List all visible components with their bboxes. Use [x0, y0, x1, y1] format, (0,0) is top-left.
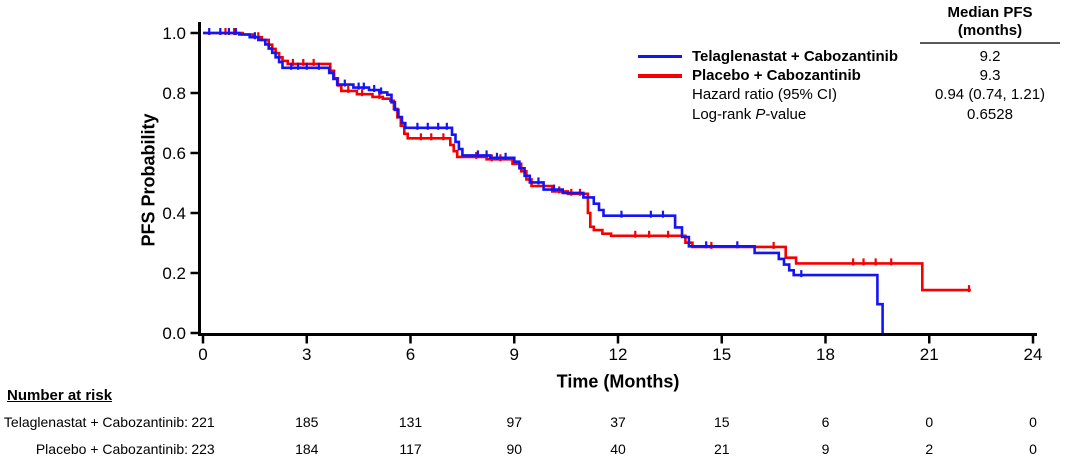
legend: Telaglenastat + Cabozantinib Placebo + C… — [638, 47, 898, 124]
at-risk-row-label-placebo: Placebo + Cabozantinib: — [35, 441, 188, 457]
spacer — [638, 112, 682, 116]
at-risk-count: 97 — [506, 414, 523, 430]
logrank-pvalue-label: Log-rank P-value — [692, 105, 807, 123]
at-risk-count: 131 — [398, 414, 423, 430]
at-risk-count: 40 — [610, 441, 626, 457]
placebo-line-swatch — [638, 73, 682, 78]
legend-row-hazard-ratio: Hazard ratio (95% CI) — [638, 85, 898, 104]
x-axis-title: Time (Months) — [556, 371, 680, 392]
y-axis-title: PFS Probability — [138, 113, 159, 247]
at-risk-count: 0 — [1029, 441, 1037, 457]
x-tick-label-15: 15 — [712, 345, 732, 364]
at-risk-count: 117 — [399, 441, 422, 457]
at-risk-count: 21 — [713, 441, 730, 457]
legend-label-placebo: Placebo + Cabozantinib — [692, 67, 861, 85]
x-tick-label-0: 0 — [198, 345, 208, 364]
at-risk-count: 0 — [925, 414, 934, 430]
at-risk-count: 90 — [506, 441, 523, 457]
hazard-ratio-value: 0.94 (0.74, 1.21) — [934, 86, 1046, 104]
median-pfs-header-line2: (months) — [957, 22, 1023, 39]
logrank-pvalue: 0.6528 — [967, 105, 1013, 123]
x-tick-label-3: 3 — [302, 345, 312, 364]
at-risk-count: 185 — [295, 414, 319, 430]
at-risk-count: 2 — [925, 441, 934, 457]
x-tick-label-24: 24 — [1023, 345, 1043, 364]
y-tick-label-0.2: 0.2 — [162, 263, 186, 283]
at-risk-count: 6 — [821, 414, 830, 430]
x-tick-label-6: 6 — [405, 345, 416, 364]
km-curve-telaglenastat — [203, 31, 884, 333]
at-risk-count: 37 — [610, 414, 626, 430]
x-tick-label-12: 12 — [608, 345, 628, 364]
at-risk-count: 221 — [191, 414, 215, 430]
stats-values-column: 9.2 9.3 0.94 (0.74, 1.21) 0.6528 — [920, 47, 1060, 124]
x-tick-label-21: 21 — [919, 345, 939, 364]
legend-row-placebo: Placebo + Cabozantinib — [638, 66, 898, 85]
median-pfs-telaglenastat: 9.2 — [979, 48, 1001, 65]
y-tick-label-0.8: 0.8 — [162, 83, 186, 103]
y-tick-label-1.0: 1.0 — [162, 23, 186, 43]
legend-row-logrank: Log-rank P-value — [638, 105, 898, 124]
at-risk-count: 15 — [713, 414, 730, 430]
at-risk-count: 184 — [295, 441, 319, 457]
at-risk-row-label-telaglenastat: Telaglenastat + Cabozantinib: — [3, 414, 188, 430]
spacer — [638, 93, 682, 97]
median-pfs-placebo: 9.3 — [979, 67, 1001, 85]
telaglenastat-line-swatch — [638, 54, 682, 59]
x-tick-label-18: 18 — [816, 345, 835, 364]
median-pfs-header-line1: Median PFS — [947, 4, 1033, 21]
at-risk-count: 223 — [191, 441, 215, 457]
x-tick-label-9: 9 — [509, 345, 519, 364]
legend-row-telaglenastat: Telaglenastat + Cabozantinib — [638, 47, 898, 66]
hazard-ratio-label: Hazard ratio (95% CI) — [692, 86, 838, 104]
y-tick-label-0.4: 0.4 — [162, 203, 186, 223]
number-at-risk-header: Number at risk — [7, 387, 113, 404]
legend-label-telaglenastat: Telaglenastat + Cabozantinib — [692, 48, 899, 66]
at-risk-count: 9 — [821, 441, 830, 457]
y-tick-label-0.6: 0.6 — [162, 143, 186, 163]
median-pfs-column-header: Median PFS (months) — [920, 4, 1060, 44]
at-risk-count: 0 — [1029, 414, 1037, 430]
y-tick-label-0.0: 0.0 — [162, 323, 186, 343]
